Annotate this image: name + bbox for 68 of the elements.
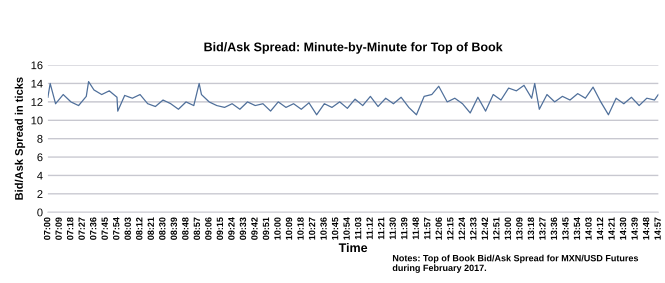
x-tick-label: 11:21 [378,217,384,240]
x-tick-label: 09:06 [205,217,212,240]
x-tick-label: 08:03 [124,217,131,240]
x-tick-label: 10:36 [320,217,327,240]
x-tick-label: 14:48 [642,217,650,240]
x-tick-label: 11:30 [389,217,396,240]
x-tick-label: 09:42 [251,217,258,240]
chart-title: Bid/Ask Spread: Minute-by-Minute for Top of Book [204,42,503,54]
x-tick-label: 13:18 [528,217,534,240]
x-tick-label: 12:42 [482,217,488,240]
x-tick-label: 12:33 [470,217,476,240]
y-tick-label: 14 [32,80,43,88]
x-tick-label: 12:06 [436,217,442,240]
x-tick-label: 09:24 [228,217,235,240]
x-tick-label: 11:39 [400,217,408,240]
x-tick-label: 11:57 [424,218,430,240]
x-tick-label: 08:39 [170,217,178,240]
x-tick-label: 07:36 [90,217,96,240]
text: Notes: Top of Book Bid/Ask Spread for MXN/USD Futures during February 2017. [392,254,638,273]
x-tick-label: 08:30 [159,217,166,240]
y-tick-label: 16 [32,61,43,70]
y-tick-label: 12 [32,98,42,106]
x-tick-label: 13:36 [550,217,558,240]
x-tick-label: 14:39 [631,217,638,240]
y-axis-title: Bid/Ask Spread in ticks [14,77,26,200]
x-tick-label: 08:21 [148,217,154,240]
x-tick-label: 07:09 [55,217,62,240]
x-tick-label: 10:18 [297,217,304,240]
x-tick-label: 07:27 [78,218,85,240]
y-tick-label: 4 [37,172,43,180]
x-tick-label: 09:33 [240,217,246,240]
x-tick-label: 10:45 [332,217,338,240]
x-tick-label: 07:18 [66,217,74,240]
x-tick-label: 08:57 [194,218,200,240]
y-tick-label: 2 [37,190,42,198]
x-tick-label: 13:00 [504,217,512,240]
x-tick-label: 14:57 [654,218,661,240]
x-tick-label: 13:09 [516,217,523,240]
x-tick-label: 14:30 [620,217,626,240]
x-axis-title: Time [338,242,368,252]
y-tick-label: 0 [37,208,43,216]
x-tick-label: 12:15 [447,217,454,240]
x-tick-label: 11:12 [366,217,373,240]
x-tick-label: 14:21 [608,217,615,240]
x-tick-label: 14:12 [596,217,604,240]
x-tick-label: 10:00 [274,217,281,240]
x-tick-label: 13:45 [562,217,569,240]
x-tick-label: 08:48 [182,217,189,240]
x-tick-label: 11:48 [412,217,419,240]
x-tick-label: 10:09 [286,217,292,240]
x-tick-label: 07:00 [44,217,50,240]
x-tick-label: 11:03 [354,217,362,240]
x-tick-label: 12:51 [493,217,500,240]
x-tick-label: 07:54 [113,217,120,240]
line-series [48,81,658,116]
y-tick-label: 10 [32,116,43,124]
x-tick-label: 07:45 [102,217,108,240]
x-tick-label: 09:15 [216,217,224,240]
x-tick-label: 08:12 [136,217,142,240]
x-tick-label: 14:03 [585,217,592,240]
x-tick-label: 09:51 [262,217,270,240]
y-tick-label: 8 [37,134,43,143]
x-tick-label: 13:54 [574,217,580,240]
x-tick-label: 10:27 [308,218,316,240]
y-tick-label: 6 [37,153,43,162]
x-tick-label: 13:27 [539,218,546,240]
x-tick-label: 12:24 [458,217,465,240]
x-tick-label: 10:54 [343,217,350,240]
